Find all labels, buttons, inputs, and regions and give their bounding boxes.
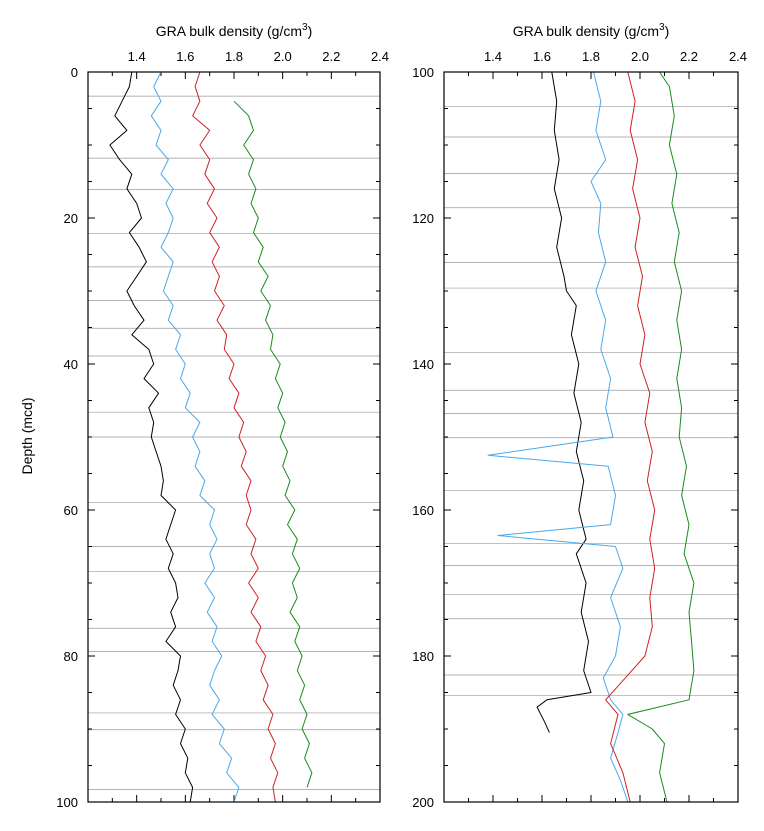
- x-tick-label: 1.4: [484, 49, 502, 64]
- x-tick-label: 1.6: [533, 49, 551, 64]
- x-tick-label: 1.8: [582, 49, 600, 64]
- y-tick-label: 180: [412, 649, 434, 664]
- x-axis-label: GRA bulk density (g/cm3): [513, 22, 670, 39]
- series-line-2: [605, 71, 656, 803]
- plot-frame: [87, 71, 381, 803]
- y-axis-label: Depth (mcd): [19, 397, 35, 474]
- y-tick-label: 40: [64, 357, 78, 372]
- y-tick-label: 100: [412, 65, 434, 80]
- x-tick-label: 2.2: [322, 49, 340, 64]
- x-axis-label: GRA bulk density (g/cm3): [156, 22, 313, 39]
- series-line-0: [536, 71, 592, 733]
- y-tick-label: 0: [71, 65, 78, 80]
- y-tick-label: 60: [64, 503, 78, 518]
- panel-lower-100-200: 1.4 1.6 1.8 2.0 2.2 2.4 100 120 140 160 180 200 GRA …: [412, 22, 747, 810]
- x-tick-label: 2.4: [371, 49, 389, 64]
- series-line-1: [150, 71, 240, 803]
- x-tick-label: 2.2: [680, 49, 698, 64]
- x-tick-label: 2.4: [729, 49, 747, 64]
- y-tick-label: 200: [412, 795, 434, 810]
- y-tick-label: 100: [56, 795, 78, 810]
- series-line-3: [233, 100, 313, 788]
- x-tick-label: 2.0: [631, 49, 649, 64]
- x-tick-label: 2.0: [274, 49, 292, 64]
- y-tick-label: 140: [412, 357, 434, 372]
- panel-upper-0-100: 1.4 1.6 1.8 2.0 2.2 2.4 0 20 40 60 80 100 GRA bulk d…: [56, 22, 389, 810]
- series-line-3: [627, 71, 695, 803]
- x-tick-label: 1.8: [225, 49, 243, 64]
- y-tick-label: 120: [412, 211, 434, 226]
- series-line-0: [109, 71, 194, 803]
- x-tick-label: 1.6: [176, 49, 194, 64]
- y-tick-label: 160: [412, 503, 434, 518]
- y-tick-label: 20: [64, 211, 78, 226]
- series-line-2: [192, 71, 279, 803]
- x-tick-label: 1.4: [128, 49, 146, 64]
- series-line-1: [487, 71, 629, 803]
- y-tick-label: 80: [64, 649, 78, 664]
- plot-frame: [443, 71, 739, 803]
